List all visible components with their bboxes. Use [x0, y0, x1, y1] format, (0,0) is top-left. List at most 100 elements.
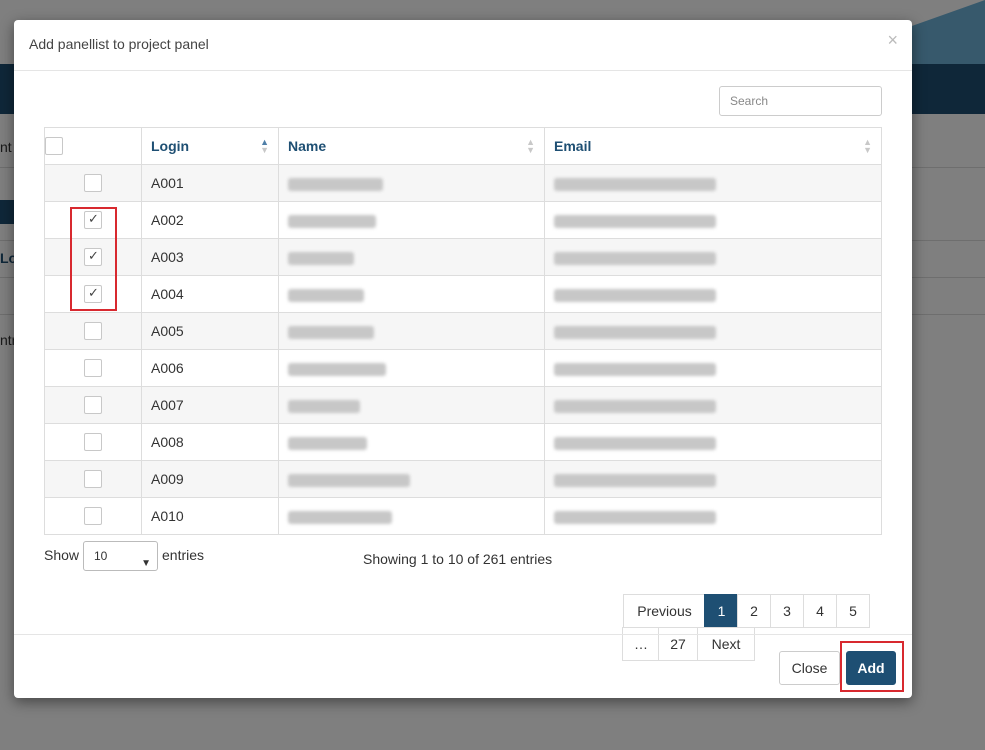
length-show-label: Show — [44, 547, 80, 563]
email-cell-redacted — [544, 201, 882, 239]
row-select-cell — [44, 386, 142, 424]
table-row[interactable]: A004 — [44, 275, 882, 313]
row-checkbox[interactable] — [84, 211, 102, 230]
table-row[interactable]: A010 — [44, 497, 882, 535]
table-row[interactable]: A009 — [44, 460, 882, 498]
redacted-text — [554, 399, 716, 413]
pagination-page-1[interactable]: 1 — [704, 594, 739, 628]
redacted-text — [288, 251, 354, 265]
email-cell-redacted — [544, 497, 882, 535]
table-row[interactable]: A001 — [44, 164, 882, 202]
redacted-text — [288, 325, 374, 339]
name-cell-redacted — [278, 349, 545, 387]
table-row[interactable]: A007 — [44, 386, 882, 424]
name-cell-redacted — [278, 497, 545, 535]
row-checkbox[interactable] — [84, 359, 102, 378]
pagination-page-5[interactable]: 5 — [836, 594, 870, 628]
redacted-text — [554, 473, 716, 487]
row-select-cell — [44, 460, 142, 498]
pagination-page-3[interactable]: 3 — [770, 594, 804, 628]
email-cell-redacted — [544, 460, 882, 498]
redacted-text — [554, 510, 716, 524]
login-cell: A003 — [141, 238, 279, 276]
redacted-text — [554, 436, 716, 450]
redacted-text — [288, 510, 392, 524]
redacted-text — [288, 362, 386, 376]
entries-per-page-select[interactable]: 10 ▼ — [83, 541, 158, 571]
email-cell-redacted — [544, 423, 882, 461]
login-cell: A009 — [141, 460, 279, 498]
row-select-cell — [44, 349, 142, 387]
redacted-text — [288, 177, 383, 191]
name-cell-redacted — [278, 275, 545, 313]
add-panellist-modal: Add panellist to project panel × Login ▲… — [14, 20, 912, 698]
redacted-text — [554, 288, 716, 302]
close-icon[interactable]: × — [887, 30, 898, 50]
name-cell-redacted — [278, 201, 545, 239]
row-checkbox[interactable] — [84, 507, 102, 526]
row-checkbox[interactable] — [84, 396, 102, 415]
name-cell-redacted — [278, 238, 545, 276]
pagination-next[interactable]: Next — [697, 627, 755, 661]
column-header-login[interactable]: Login ▲ ▼ — [141, 127, 279, 165]
pagination-page-4[interactable]: 4 — [803, 594, 837, 628]
row-checkbox[interactable] — [84, 470, 102, 489]
sort-icon: ▲ ▼ — [526, 137, 535, 155]
search-input[interactable] — [719, 86, 882, 116]
row-select-cell — [44, 312, 142, 350]
chevron-down-icon: ▼ — [141, 558, 151, 569]
name-cell-redacted — [278, 312, 545, 350]
column-header-email[interactable]: Email ▲ ▼ — [544, 127, 882, 165]
email-cell-redacted — [544, 275, 882, 313]
select-all-header — [44, 127, 142, 165]
modal-footer: Close Add — [14, 634, 912, 698]
modal-title: Add panellist to project panel — [29, 36, 209, 52]
table-row[interactable]: A006 — [44, 349, 882, 387]
login-cell: A008 — [141, 423, 279, 461]
name-cell-redacted — [278, 423, 545, 461]
redacted-text — [288, 288, 364, 302]
select-all-checkbox[interactable] — [45, 137, 63, 156]
login-cell: A006 — [141, 349, 279, 387]
add-button[interactable]: Add — [846, 651, 896, 685]
column-label: Login — [151, 138, 190, 154]
pagination-page-2[interactable]: 2 — [737, 594, 771, 628]
redacted-text — [554, 214, 716, 228]
table-row[interactable]: A005 — [44, 312, 882, 350]
row-select-cell — [44, 497, 142, 535]
row-checkbox[interactable] — [84, 248, 102, 267]
redacted-text — [554, 325, 716, 339]
email-cell-redacted — [544, 349, 882, 387]
table-row[interactable]: A008 — [44, 423, 882, 461]
column-label: Email — [554, 138, 592, 154]
row-checkbox[interactable] — [84, 285, 102, 304]
table-header-row: Login ▲ ▼ Name ▲ ▼ Email ▲ ▼ — [44, 127, 882, 165]
close-button[interactable]: Close — [779, 651, 840, 685]
table-row[interactable]: A002 — [44, 201, 882, 239]
login-cell: A010 — [141, 497, 279, 535]
login-cell: A005 — [141, 312, 279, 350]
table-body: A001A002A003A004A005A006A007A008A009A010 — [44, 164, 882, 535]
row-checkbox[interactable] — [84, 174, 102, 193]
sort-icon: ▲ ▼ — [863, 137, 872, 155]
row-checkbox[interactable] — [84, 433, 102, 452]
pagination-previous[interactable]: Previous — [623, 594, 706, 628]
panellist-table: Login ▲▼ Name ▲▼ Email ▲▼ A001A002A003A0… — [44, 127, 882, 535]
checked-rows-highlight — [70, 207, 117, 311]
add-button-highlight — [840, 641, 904, 692]
email-cell-redacted — [544, 238, 882, 276]
redacted-text — [554, 177, 716, 191]
row-select-cell — [44, 164, 142, 202]
modal-header: Add panellist to project panel × — [14, 20, 912, 71]
email-cell-redacted — [544, 312, 882, 350]
table-row[interactable]: A003 — [44, 238, 882, 276]
row-select-cell — [44, 423, 142, 461]
entries-per-page-value: 10 — [94, 549, 108, 563]
column-header-name[interactable]: Name ▲ ▼ — [278, 127, 545, 165]
login-cell: A007 — [141, 386, 279, 424]
row-checkbox[interactable] — [84, 322, 102, 341]
redacted-text — [288, 436, 367, 450]
email-cell-redacted — [544, 164, 882, 202]
pagination-ellipsis: … — [622, 627, 660, 661]
name-cell-redacted — [278, 164, 545, 202]
